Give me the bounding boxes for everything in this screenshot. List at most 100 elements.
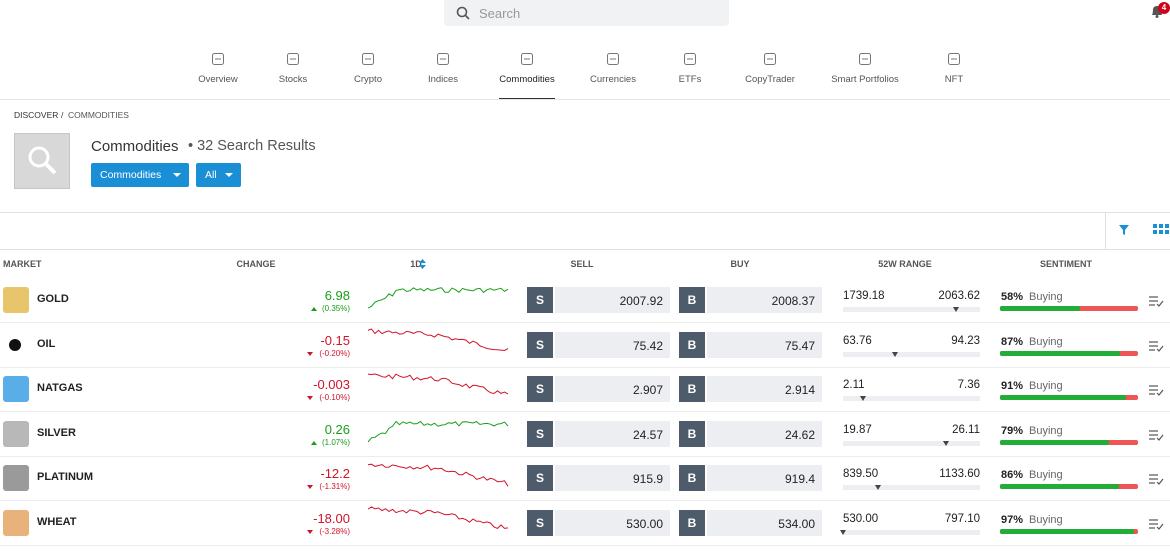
filter-label: All <box>205 169 217 181</box>
sentiment-label: Buying <box>1029 291 1063 303</box>
nav-item[interactable]: Indices <box>427 74 459 85</box>
market-name[interactable]: OIL <box>37 337 56 350</box>
breadcrumb-item[interactable]: DISCOVER <box>14 110 59 120</box>
buy-price-box[interactable]: 2008.37 <box>707 287 822 313</box>
market-name[interactable]: GOLD <box>37 293 69 305</box>
nav-item[interactable]: Currencies <box>590 74 636 85</box>
sentiment-buy-bar <box>1000 484 1119 490</box>
filter-dropdown[interactable]: Commodities <box>91 163 189 187</box>
nav-icon <box>764 53 776 65</box>
buy-price: 75.47 <box>784 338 815 353</box>
buy-price-box[interactable]: 24.62 <box>707 420 822 447</box>
sell-price-box[interactable]: 2007.92 <box>555 287 670 313</box>
range-track <box>843 351 980 357</box>
notification-badge: 4 <box>1158 2 1170 14</box>
column-header[interactable]: 52W RANGE <box>878 259 932 269</box>
buy-price: 919.4 <box>784 472 815 487</box>
search-placeholder: Search <box>479 6 521 21</box>
nav-item[interactable]: Commodities <box>499 74 555 85</box>
change-arrow <box>306 351 313 356</box>
range-marker <box>952 307 959 312</box>
sell-button[interactable]: S <box>527 331 553 358</box>
change-pct: (1.07%) <box>321 437 350 447</box>
sell-button[interactable]: S <box>527 376 553 403</box>
watchlist-button[interactable] <box>1148 340 1164 352</box>
buy-price-box[interactable]: 534.00 <box>707 510 822 536</box>
market-name[interactable]: PLATINUM <box>37 471 94 484</box>
row[interactable] <box>0 501 1170 546</box>
column-header[interactable]: BUY <box>730 259 750 269</box>
buy-price: 24.62 <box>784 427 815 442</box>
range-marker <box>860 396 867 402</box>
sell-price-box[interactable]: 24.57 <box>555 420 670 447</box>
row[interactable] <box>0 323 1170 368</box>
sell-price-box[interactable]: 75.42 <box>555 331 670 358</box>
change-pct: (0.35%) <box>321 304 350 313</box>
sell-button[interactable]: S <box>527 420 553 447</box>
market-name[interactable]: NATGAS <box>37 382 83 395</box>
column-header[interactable]: SELL <box>570 259 594 269</box>
sell-price-box[interactable]: 530.00 <box>555 510 670 536</box>
filter-button[interactable] <box>1118 224 1130 236</box>
sell-button[interactable]: S <box>527 465 553 492</box>
row[interactable] <box>0 456 1170 502</box>
range-track <box>843 307 980 312</box>
watchlist-button[interactable] <box>1148 384 1164 397</box>
buy-price-box[interactable]: 919.4 <box>707 465 822 492</box>
sell-price: 75.42 <box>632 338 663 353</box>
watchlist-button[interactable] <box>1148 473 1164 486</box>
column-header[interactable]: 1D <box>410 259 422 269</box>
range-marker <box>875 485 882 491</box>
market-icon <box>3 376 29 403</box>
watchlist-button[interactable] <box>1148 295 1164 307</box>
grid-view-button[interactable] <box>1153 224 1170 236</box>
range-marker <box>839 530 846 535</box>
nav-item[interactable]: CopyTrader <box>745 74 795 85</box>
buy-button[interactable]: B <box>679 331 705 358</box>
heading-results: • 32 Search Results <box>188 138 316 154</box>
buy-price: 2.914 <box>784 383 815 398</box>
sentiment-buy-bar <box>1000 529 1134 534</box>
column-header[interactable]: MARKET <box>3 259 42 269</box>
buy-price-box[interactable]: 75.47 <box>707 331 822 358</box>
range-track <box>843 530 980 535</box>
watchlist-button[interactable] <box>1148 429 1164 441</box>
search-box[interactable] <box>444 0 729 26</box>
nav-item[interactable]: NFT <box>944 74 964 85</box>
search-icon <box>456 6 470 20</box>
breadcrumb-item: COMMODITIES <box>68 110 129 120</box>
market-icon <box>3 510 29 536</box>
market-name[interactable]: SILVER <box>37 426 76 439</box>
range-low: 1739.18 <box>843 290 885 302</box>
sentiment-buy-bar <box>1000 439 1110 445</box>
nav-item[interactable]: ETFs <box>678 74 702 85</box>
row[interactable] <box>0 278 1170 323</box>
buy-button[interactable]: B <box>679 465 705 492</box>
change-value: -0.15 <box>320 332 350 348</box>
filter-dropdown[interactable]: All <box>196 163 241 187</box>
row[interactable] <box>0 412 1170 457</box>
nav-item[interactable]: Crypto <box>354 74 382 85</box>
column-header[interactable]: CHANGE <box>236 259 276 269</box>
buy-button[interactable]: B <box>679 376 705 403</box>
sell-button[interactable]: S <box>527 510 553 536</box>
row[interactable] <box>0 367 1170 413</box>
sell-price-box[interactable]: 915.9 <box>555 465 670 492</box>
nav-item[interactable]: Overview <box>198 74 238 85</box>
market-icon <box>3 420 29 447</box>
sell-price: 24.57 <box>632 427 663 442</box>
column-header[interactable]: SENTIMENT <box>1039 259 1092 269</box>
buy-button[interactable]: B <box>679 510 705 536</box>
buy-price-box[interactable]: 2.914 <box>707 376 822 403</box>
buy-price: 2008.37 <box>771 294 815 308</box>
sell-button[interactable]: S <box>527 287 553 313</box>
sell-price-box[interactable]: 2.907 <box>555 376 670 403</box>
range-marker <box>942 440 949 446</box>
change-value: -12.2 <box>320 466 350 482</box>
nav-item[interactable]: Smart Portfolios <box>831 74 899 85</box>
buy-button[interactable]: B <box>679 420 705 447</box>
market-name[interactable]: WHEAT <box>37 516 77 528</box>
watchlist-button[interactable] <box>1148 518 1164 530</box>
nav-item[interactable]: Stocks <box>278 74 308 85</box>
buy-button[interactable]: B <box>679 287 705 313</box>
